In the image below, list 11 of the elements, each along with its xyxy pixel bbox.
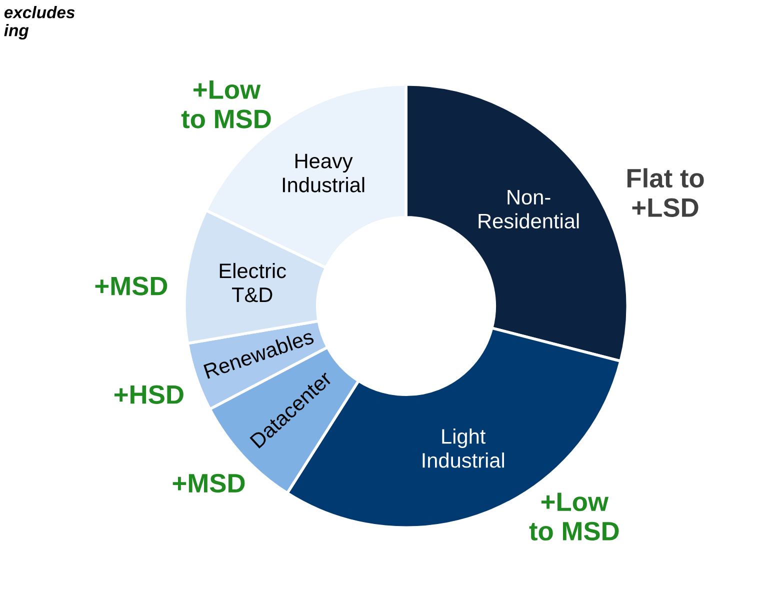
text: +Low to MSD bbox=[181, 80, 271, 128]
slice-label: Light Industrial bbox=[422, 428, 504, 468]
text: +MSD bbox=[172, 474, 245, 493]
text: +HSD bbox=[114, 385, 184, 404]
slice-label: Heavy Industrial bbox=[282, 154, 364, 192]
slice-label: Non- Residential bbox=[478, 190, 579, 228]
slice-label: Electric T&D bbox=[220, 262, 286, 302]
text: excludes ing bbox=[4, 6, 75, 40]
text: +MSD bbox=[95, 276, 168, 296]
text: Flat to +LSD bbox=[627, 168, 704, 217]
text: +Low to MSD bbox=[529, 492, 619, 541]
